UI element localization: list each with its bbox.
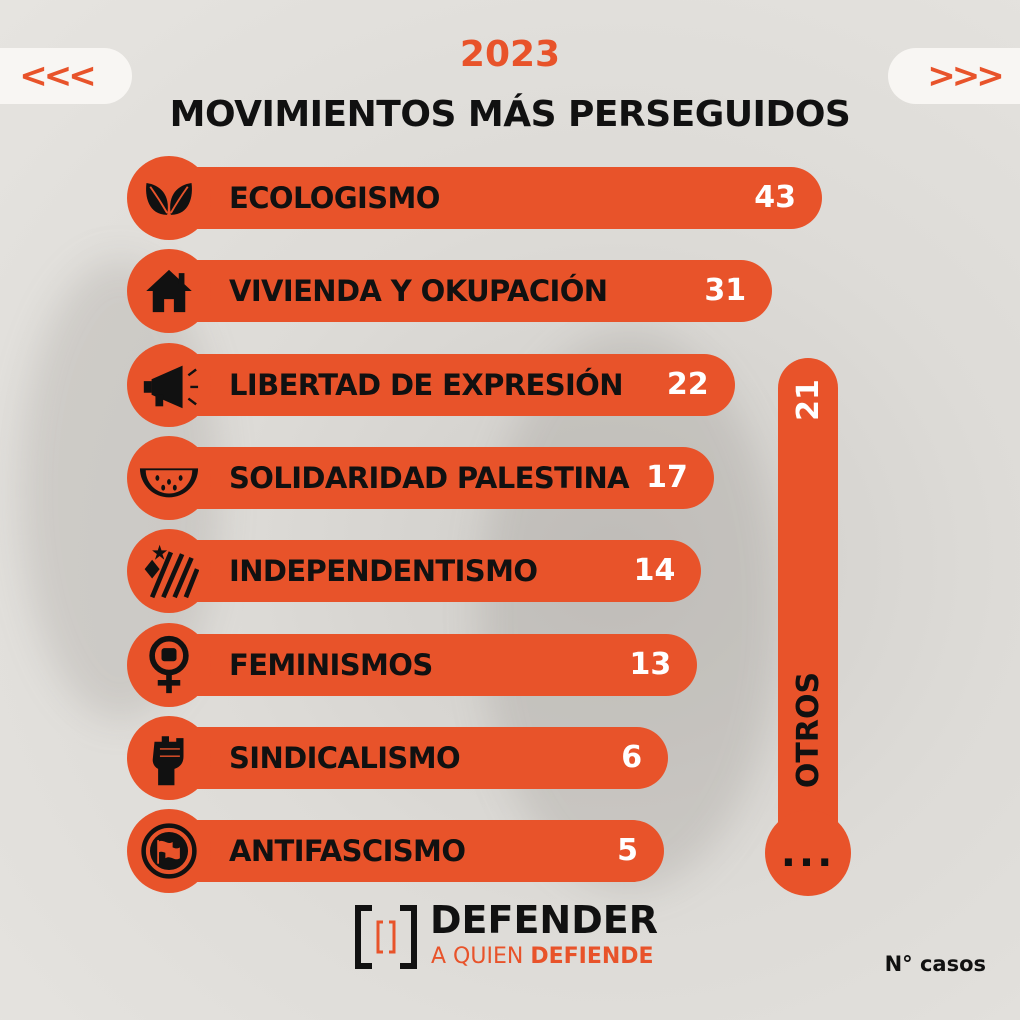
estelada-icon <box>137 539 201 603</box>
value-label: 5 <box>617 833 638 869</box>
bar <box>150 167 822 229</box>
logo-tagline: A QUIEN DEFIENDE <box>431 944 654 969</box>
category-label: ECOLOGISMO <box>229 181 440 215</box>
feminist-fist-icon <box>137 633 201 697</box>
next-button[interactable]: >>> <box>888 48 1020 104</box>
bar <box>150 260 773 323</box>
bar-icon-badge <box>127 156 211 240</box>
chart-title: MOVIMIENTOS MÁS PERSEGUIDOS <box>169 94 851 135</box>
ellipsis-icon: ... <box>765 810 851 896</box>
watermelon-icon <box>137 446 201 510</box>
logo-name: DEFENDER <box>430 898 658 942</box>
value-label: 22 <box>666 366 709 402</box>
otros-bar <box>778 358 838 886</box>
unit-label: N° casos <box>884 952 986 976</box>
bracket-logo-icon <box>355 905 417 969</box>
bar <box>150 353 735 416</box>
category-label: VIVIENDA Y OKUPACIÓN <box>229 274 608 309</box>
value-label: 6 <box>621 739 643 775</box>
category-label: SINDICALISMO <box>229 740 461 775</box>
bar <box>150 540 702 603</box>
value-label: 13 <box>629 646 672 682</box>
bar <box>150 820 664 883</box>
category-label: INDEPENDENTISMO <box>229 554 538 589</box>
logo-tagline-bold: DEFIENDE <box>530 944 654 969</box>
previous-button[interactable]: <<< <box>0 48 132 104</box>
value-label: 17 <box>646 459 688 495</box>
value-label: 14 <box>633 553 676 589</box>
bar <box>150 726 669 789</box>
otros-value-label: 21 <box>790 379 826 421</box>
category-label: FEMINISMOS <box>229 647 433 682</box>
megaphone-icon <box>137 353 201 417</box>
chevrons-left-icon: <<< <box>19 56 96 96</box>
chevrons-right-icon: >>> <box>927 56 1004 96</box>
house-icon <box>137 259 201 323</box>
background-figure <box>480 330 780 890</box>
logo-tagline-prefix: A QUIEN <box>431 944 531 969</box>
value-label: 31 <box>704 273 747 309</box>
bar <box>150 446 714 509</box>
leaf-icon <box>137 166 201 230</box>
category-label: SOLIDARIDAD PALESTINA <box>229 460 630 495</box>
category-label: LIBERTAD DE EXPRESIÓN <box>229 367 624 402</box>
bar <box>150 633 698 696</box>
otros-category-label: OTROS <box>790 671 826 789</box>
raised-fist-icon <box>137 726 201 790</box>
chart-year: 2023 <box>459 34 561 75</box>
antifa-flags-icon <box>137 819 201 883</box>
category-label: ANTIFASCISMO <box>229 834 466 869</box>
value-label: 43 <box>754 180 796 215</box>
